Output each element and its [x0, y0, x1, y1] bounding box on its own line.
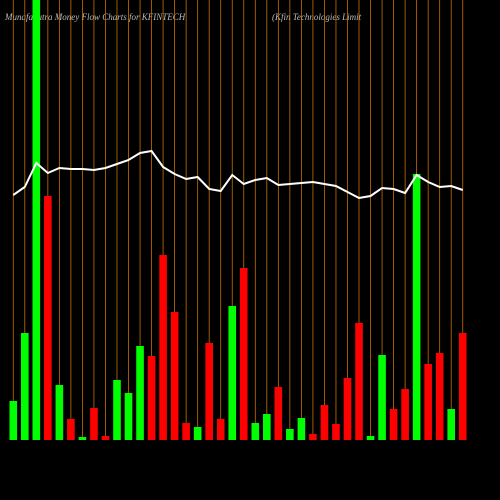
- bar: [67, 419, 75, 440]
- bar: [412, 174, 421, 440]
- bar: [424, 364, 432, 440]
- bar: [159, 255, 167, 440]
- bar: [216, 419, 225, 440]
- bar: [355, 323, 363, 440]
- bar: [251, 423, 260, 440]
- bar: [435, 353, 444, 440]
- chart-subtitle: (Kfin Technologies Limit: [272, 12, 362, 22]
- bar: [205, 343, 213, 440]
- bar: [32, 0, 41, 440]
- bar: [9, 401, 18, 440]
- bar: [147, 356, 156, 440]
- chart-title: MunafaSutra Money Flow Charts for KFINTE…: [4, 12, 186, 22]
- bar: [113, 380, 121, 440]
- bar: [136, 346, 144, 440]
- bar: [401, 389, 409, 440]
- bar: [78, 437, 87, 440]
- bar: [55, 385, 64, 440]
- bar: [263, 414, 271, 440]
- bar: [389, 409, 398, 440]
- bar: [90, 408, 98, 440]
- bar: [239, 268, 248, 440]
- bar: [274, 387, 283, 440]
- bar: [332, 424, 340, 440]
- bar: [343, 378, 352, 440]
- bar: [170, 312, 179, 440]
- line: [12, 149, 464, 200]
- bar: [124, 393, 133, 440]
- bar: [309, 434, 317, 440]
- bar: [182, 423, 190, 440]
- bar: [228, 306, 237, 440]
- bar: [44, 196, 52, 440]
- bar: [193, 427, 202, 440]
- bar: [366, 436, 375, 440]
- bar: [286, 429, 294, 440]
- bar: [458, 333, 467, 440]
- bar: [378, 355, 386, 440]
- bar: [101, 436, 110, 440]
- bar: [297, 418, 306, 440]
- bar: [447, 409, 456, 440]
- bar: [20, 333, 29, 440]
- bar: [320, 405, 329, 440]
